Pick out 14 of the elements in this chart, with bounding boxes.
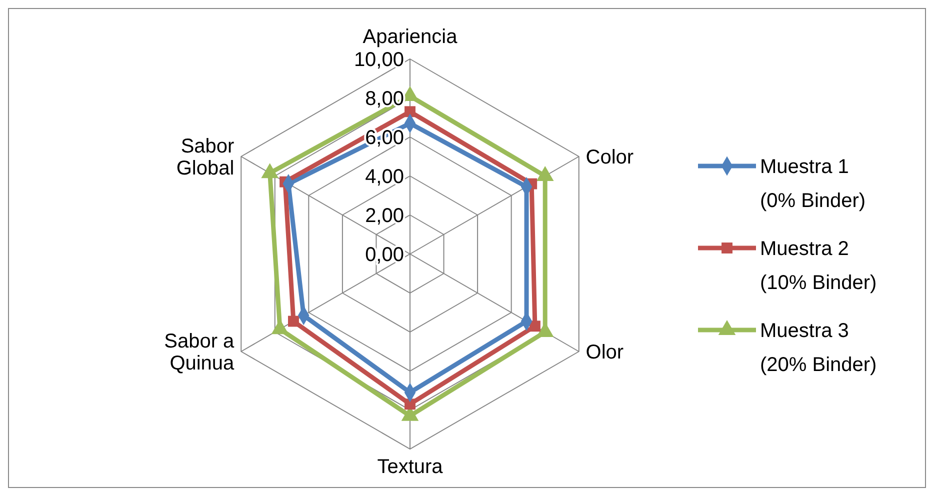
legend-label: Muestra 2 (10% Binder) (760, 238, 877, 294)
spoke-label: Olor (586, 342, 624, 364)
y-tick-label: 10,00 (354, 49, 404, 71)
spoke-label: Sabor a Quinua (164, 330, 236, 374)
legend-label: Muestra 1 (0% Binder) (760, 156, 866, 212)
y-tick-label: 0,00 (365, 244, 404, 266)
y-tick-label: 2,00 (365, 205, 404, 227)
y-tick-label: 8,00 (365, 88, 404, 110)
y-tick-label: 4,00 (365, 166, 404, 188)
spoke-label: Sabor Global (176, 136, 235, 180)
legend-label: Muestra 3 (20% Binder) (760, 320, 877, 376)
spoke-label: Textura (377, 456, 444, 478)
spoke-label: Color (586, 146, 634, 168)
spoke-label: Apariencia (362, 26, 458, 48)
